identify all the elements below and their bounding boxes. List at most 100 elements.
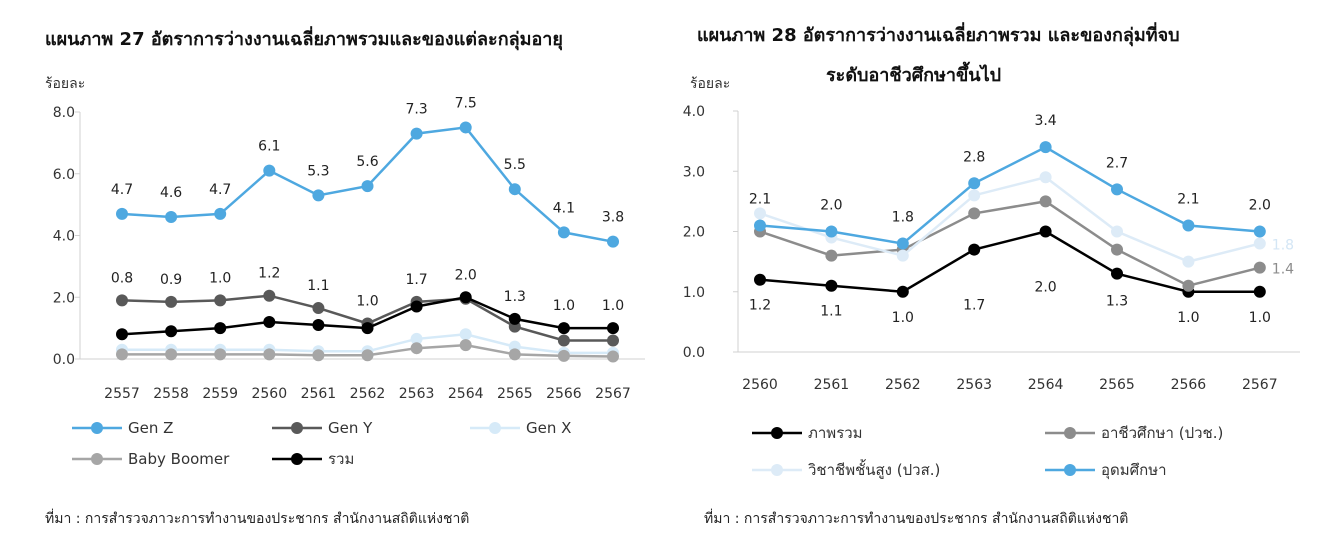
y-axis-label: ร้อยละ bbox=[690, 76, 730, 92]
data-label: 1.0 bbox=[553, 298, 575, 314]
legend-marker bbox=[91, 453, 103, 465]
data-point bbox=[214, 207, 227, 220]
x-tick-label: 2558 bbox=[153, 386, 189, 402]
series-line bbox=[759, 230, 1260, 294]
chart2-title: แผนภาพ 28 อัตราการว่างงานเฉลี่ยภาพรวม แล… bbox=[697, 25, 1180, 46]
data-point bbox=[459, 339, 472, 352]
data-point bbox=[754, 273, 766, 286]
data-label: 2.7 bbox=[1106, 155, 1128, 171]
data-point bbox=[557, 349, 570, 362]
data-label: 1.0 bbox=[209, 270, 231, 286]
data-point bbox=[361, 322, 374, 335]
data-label: 2.0 bbox=[820, 198, 842, 214]
legend-label: อุดมศึกษา bbox=[1101, 461, 1167, 480]
y-tick-label: 4.0 bbox=[53, 229, 75, 245]
x-tick-label: 2561 bbox=[301, 386, 337, 402]
data-label: 0.8 bbox=[111, 270, 133, 286]
data-point bbox=[968, 189, 981, 202]
x-tick-label: 2560 bbox=[251, 386, 287, 402]
data-point bbox=[361, 180, 374, 193]
legend-marker bbox=[291, 453, 303, 465]
data-point bbox=[312, 189, 325, 202]
legend-label: Gen Z bbox=[128, 419, 173, 437]
data-point bbox=[607, 235, 619, 248]
data-point bbox=[896, 249, 909, 262]
data-label: 1.0 bbox=[1249, 310, 1271, 326]
data-point bbox=[1111, 243, 1123, 256]
x-tick-label: 2562 bbox=[350, 386, 386, 402]
data-point bbox=[557, 334, 570, 347]
data-label: 0.9 bbox=[160, 272, 182, 288]
data-point bbox=[1253, 285, 1266, 298]
data-label: 4.6 bbox=[160, 185, 182, 201]
data-point bbox=[825, 249, 838, 262]
x-tick-label: 2557 bbox=[104, 386, 140, 402]
data-point bbox=[1111, 267, 1123, 280]
x-tick-label: 2563 bbox=[956, 377, 992, 393]
data-point bbox=[825, 225, 838, 238]
data-point bbox=[116, 348, 128, 361]
chart2-source: ที่มา : การสำรวจภาวะการทำงานของประชากร ส… bbox=[704, 511, 1129, 527]
data-point bbox=[508, 348, 521, 361]
data-point bbox=[968, 207, 981, 220]
y-tick-label: 2.0 bbox=[53, 290, 75, 306]
legend-label: วิชาชีพชั้นสูง (ปวส.) bbox=[807, 459, 940, 479]
data-label: 2.1 bbox=[1177, 191, 1199, 207]
legend-label: ภาพรวม bbox=[808, 424, 863, 442]
legend-label: รวม bbox=[328, 450, 354, 468]
data-point bbox=[165, 348, 178, 361]
x-tick-label: 2565 bbox=[497, 386, 533, 402]
data-point bbox=[214, 294, 227, 307]
data-point bbox=[410, 127, 423, 140]
data-label: 1.0 bbox=[602, 298, 624, 314]
y-tick-label: 3.0 bbox=[683, 164, 705, 180]
x-tick-label: 2559 bbox=[202, 386, 238, 402]
data-point bbox=[116, 328, 128, 341]
data-point bbox=[825, 279, 838, 292]
data-label: 7.3 bbox=[405, 102, 427, 118]
y-tick-label: 0.0 bbox=[53, 352, 75, 368]
data-point bbox=[754, 207, 766, 220]
x-tick-label: 2560 bbox=[742, 377, 778, 393]
x-tick-label: 2566 bbox=[1171, 377, 1207, 393]
data-point bbox=[410, 332, 423, 345]
x-tick-label: 2567 bbox=[1242, 377, 1278, 393]
data-point bbox=[1039, 225, 1052, 238]
legend-label: Gen X bbox=[526, 419, 571, 437]
data-point bbox=[312, 349, 325, 362]
data-label: 1.8 bbox=[1272, 238, 1294, 254]
data-label: 3.8 bbox=[602, 210, 624, 226]
data-label: 5.3 bbox=[307, 163, 329, 179]
data-point bbox=[1111, 183, 1123, 196]
data-label: 1.8 bbox=[892, 210, 914, 226]
data-point bbox=[896, 285, 909, 298]
x-tick-label: 2562 bbox=[885, 377, 921, 393]
x-tick-label: 2565 bbox=[1099, 377, 1135, 393]
data-point bbox=[557, 322, 570, 335]
data-point bbox=[459, 291, 472, 304]
y-tick-label: 2.0 bbox=[683, 225, 705, 241]
data-point bbox=[165, 210, 178, 223]
y-tick-label: 8.0 bbox=[53, 105, 75, 121]
data-point bbox=[968, 243, 981, 256]
data-label: 1.3 bbox=[504, 289, 526, 305]
data-point bbox=[1039, 141, 1052, 154]
data-point bbox=[459, 328, 472, 341]
x-tick-label: 2563 bbox=[399, 386, 435, 402]
legend-marker bbox=[489, 422, 501, 434]
data-label: 2.0 bbox=[1249, 198, 1271, 214]
data-point bbox=[263, 315, 276, 328]
data-label: 2.8 bbox=[963, 149, 985, 165]
x-tick-label: 2564 bbox=[1028, 377, 1064, 393]
data-label: 1.3 bbox=[1106, 294, 1128, 310]
data-point bbox=[607, 334, 619, 347]
data-label: 1.7 bbox=[963, 298, 985, 314]
legend-marker bbox=[771, 427, 783, 439]
data-point bbox=[116, 207, 128, 220]
data-point bbox=[410, 300, 423, 313]
data-label: 2.0 bbox=[455, 267, 477, 283]
data-point bbox=[214, 322, 227, 335]
data-point bbox=[754, 219, 766, 232]
legend-label: อาชีวศึกษา (ปวช.) bbox=[1101, 424, 1223, 442]
data-label: 1.0 bbox=[356, 293, 378, 309]
